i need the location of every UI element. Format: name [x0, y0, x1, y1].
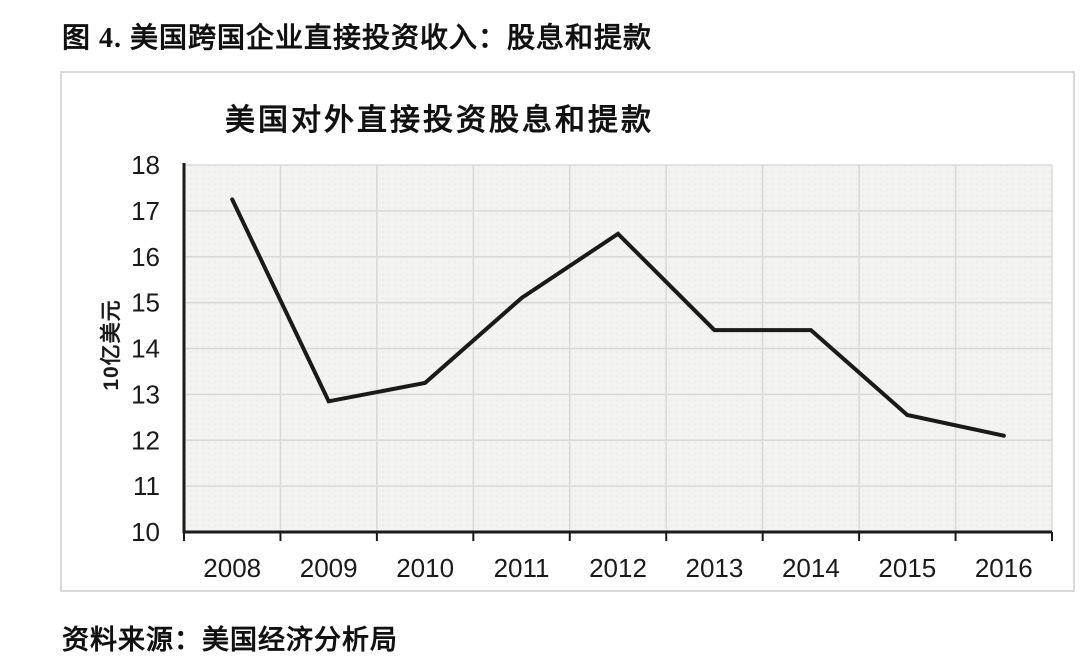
- y-tick-label: 10: [131, 517, 160, 547]
- x-tick-label: 2015: [878, 553, 936, 583]
- chart-title: 美国对外直接投资股息和提款: [225, 104, 654, 137]
- y-tick-label: 17: [131, 196, 160, 226]
- x-tick-label: 2016: [975, 553, 1033, 583]
- y-tick-label: 14: [131, 334, 160, 364]
- x-tick-label: 2009: [300, 553, 358, 583]
- line-chart-plot: 10 11 12 13 14 15 16 17 18 2008 2009 2010 2011 2012 20…: [131, 150, 1053, 583]
- y-tick-label: 18: [131, 150, 160, 180]
- figure-title: 图 4. 美国跨国企业直接投资收入：股息和提款: [62, 23, 653, 54]
- x-tick-label: 2014: [782, 553, 840, 583]
- x-tick-label: 2012: [589, 553, 647, 583]
- y-tick-label: 11: [133, 471, 160, 501]
- chart-container: 10 11 12 13 14 15 16 17 18 2008 2009 2010 2011 2012 20…: [60, 71, 1075, 592]
- x-tick-label: 2013: [686, 553, 744, 583]
- y-tick-label: 15: [131, 288, 160, 318]
- x-tick-label: 2010: [396, 553, 454, 583]
- source-note: 资料来源：美国经济分析局: [62, 625, 398, 655]
- data-line-series: [230, 197, 1006, 438]
- x-tick-label: 2008: [203, 553, 261, 583]
- y-tick-label: 16: [131, 242, 160, 272]
- y-tick-label: 13: [131, 379, 160, 409]
- y-tick-label: 12: [131, 425, 160, 455]
- x-tick-label: 2011: [494, 553, 550, 583]
- y-axis-title: 10亿美元: [100, 299, 123, 391]
